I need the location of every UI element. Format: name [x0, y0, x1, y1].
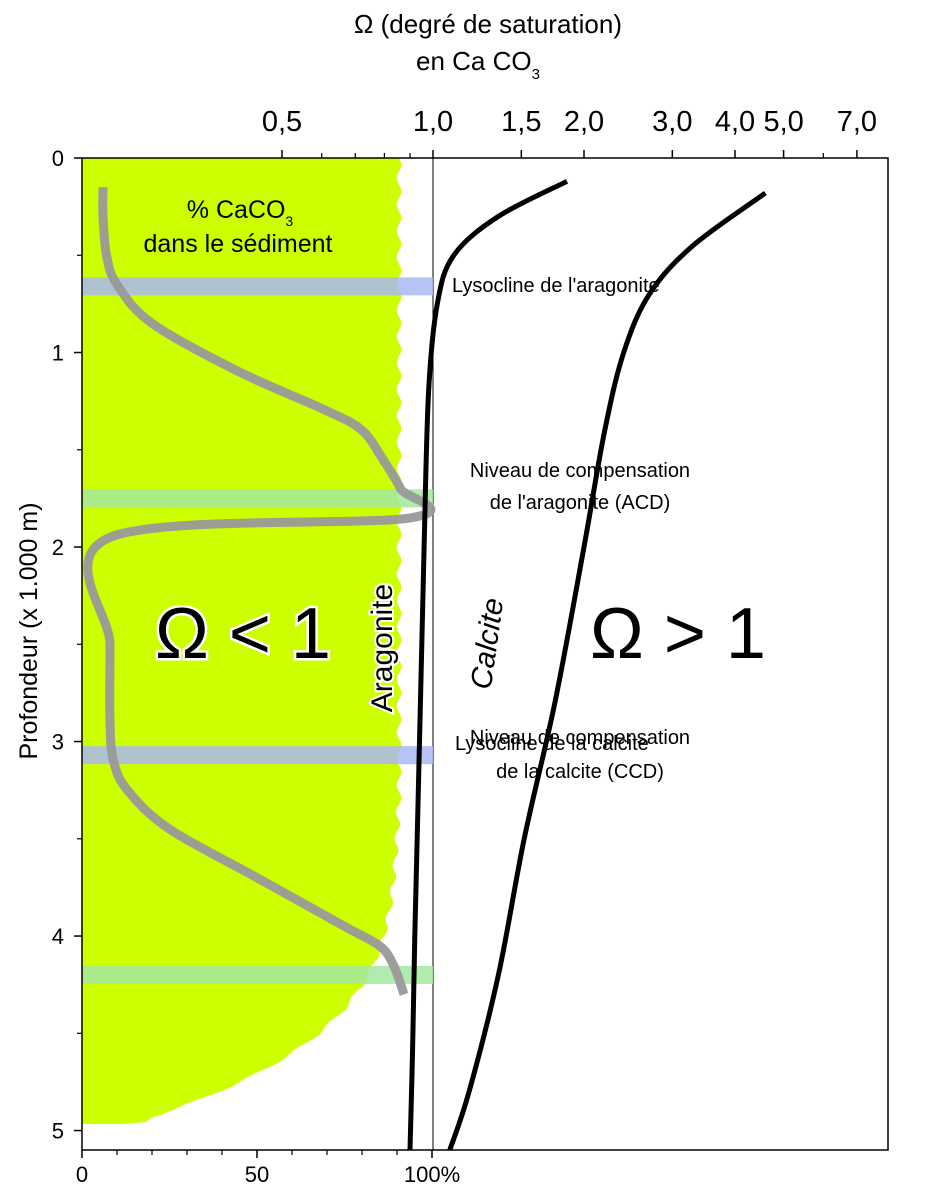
sediment-label-line1: % CaCO3	[187, 196, 294, 229]
horizon-band-1	[82, 489, 433, 508]
top-tick-label-3: 2,0	[564, 106, 604, 138]
top-tick-label-1: 1,0	[413, 106, 453, 138]
calcite-series-label: Calcite	[465, 596, 510, 691]
series-line-calcite	[447, 190, 767, 1151]
aragonite-series-label: Aragonite	[366, 584, 399, 712]
horizon-label-acd-line2: de l'aragonite (ACD)	[490, 492, 671, 514]
top-tick-label-7: 7,0	[837, 106, 877, 138]
bottom-tick-label-1: 50	[245, 1162, 269, 1186]
left-tick-label-5: 5	[52, 1119, 64, 1144]
horizon-band-3	[82, 965, 433, 984]
horizon-label-ccd-line1: Niveau de compensation	[470, 727, 690, 749]
top-tick-label-4: 3,0	[652, 106, 692, 138]
sediment-label-subscript: 3	[285, 213, 293, 229]
left-tick-label-4: 4	[52, 924, 64, 949]
sediment-curve	[83, 187, 436, 996]
bottom-tick-label-0: 0	[76, 1162, 88, 1186]
left-tick-label-0: 0	[52, 146, 64, 171]
horizon-label-calcite-lysocline: Lysocline de la calcite	[455, 733, 649, 755]
top-axis-subtitle: en Ca CO3	[416, 46, 540, 83]
top-tick-label-2: 1,5	[501, 106, 541, 138]
undersaturated-fill	[82, 158, 402, 1124]
series-line-aragonite	[407, 179, 569, 1151]
top-axis-title: Ω (degré de saturation)	[354, 9, 622, 39]
undersaturated-label: Ω < 1	[155, 594, 331, 674]
saturation-series-group	[407, 179, 767, 1151]
horizon-band-0	[82, 277, 433, 296]
left-axis-title: Profondeur (x 1.000 m)	[15, 502, 43, 759]
horizon-label-ccd-line2: de la calcite (CCD)	[496, 761, 664, 783]
top-axis-subtitle-text: en Ca CO	[416, 46, 532, 76]
sediment-label-line2: dans le sédiment	[143, 230, 332, 258]
horizon-label-acd-line1: Niveau de compensation	[470, 460, 690, 482]
top-axis-subtitle-subscript: 3	[532, 66, 540, 83]
top-tick-label-0: 0,5	[262, 106, 302, 138]
horizon-bands	[82, 277, 433, 984]
left-tick-label-1: 1	[52, 341, 64, 366]
horizon-band-2	[82, 746, 433, 765]
undersaturated-region	[82, 158, 402, 1124]
top-tick-label-6: 5,0	[763, 106, 803, 138]
left-tick-label-2: 2	[52, 535, 64, 560]
supersaturated-label: Ω > 1	[590, 594, 766, 674]
bottom-tick-label-2: 100%	[404, 1162, 460, 1186]
sediment-label-text: % CaCO	[187, 196, 286, 224]
top-tick-label-5: 4,0	[715, 106, 755, 138]
horizon-label-aragonite-lysocline: Lysocline de l'aragonite	[452, 275, 660, 297]
left-tick-label-3: 3	[52, 730, 64, 755]
sediment-curve-group	[83, 187, 436, 996]
plot-frame	[81, 157, 889, 1151]
